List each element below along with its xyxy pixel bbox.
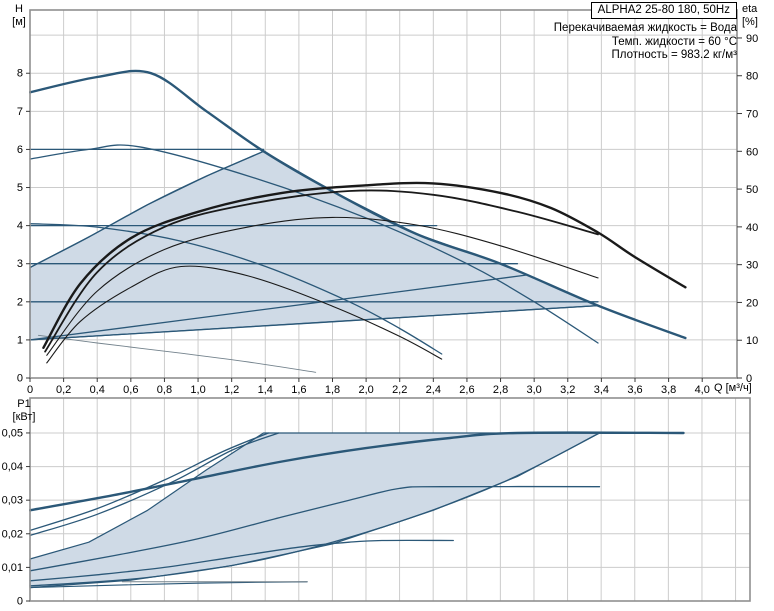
x-tick-label: 0,6	[123, 384, 138, 396]
eta-speed-2-curve	[46, 216, 599, 356]
y-right-tick-label: 60	[746, 146, 758, 158]
x-tick-label: 1,6	[291, 384, 306, 396]
x-tick-label: 0,2	[56, 384, 71, 396]
p1-cp4-curve	[29, 432, 280, 537]
y-left-tick-label: 3	[17, 258, 23, 270]
y-left-tick-label: 2	[17, 296, 23, 308]
head-flow-chart: 0 0,2 0,4 0,6 0,8 1,0 1,2 1,4 1,6 1,8 2,0 2,2 2,4 2,6…	[17, 9, 758, 396]
eta-axis-unit: [%]	[742, 16, 758, 28]
y-left-tick-label: 8	[17, 68, 23, 80]
x-tick-label: 3,0	[527, 384, 542, 396]
x-tick-label: 0,8	[157, 384, 172, 396]
y-right-tick-label: 70	[746, 109, 758, 121]
flow-axis-label: Q [м³/ч]	[714, 382, 752, 394]
power-axis-symbol: P1	[17, 398, 31, 410]
p1-speed-1-curve	[29, 539, 454, 582]
x-tick-label: 1,8	[325, 384, 340, 396]
y-left-tick-label: 5	[17, 182, 23, 194]
x-tick-label: 2,0	[358, 384, 373, 396]
x-tick-label: 4,0	[695, 384, 710, 396]
x-tick-label: 0,4	[90, 384, 105, 396]
max-speed-curve	[29, 69, 687, 340]
info-line-density: Плотность = 983.2 кг/м³	[611, 49, 737, 61]
x-tick-label: 2,6	[459, 384, 474, 396]
x-tick-label: 3,6	[627, 384, 642, 396]
y-right-tick-label: 10	[746, 335, 758, 347]
y-left-tick-label: 0,01	[2, 562, 23, 574]
plot-frame	[29, 9, 738, 379]
y-left-tick-label: 0	[17, 596, 23, 608]
x-tick-label: 1,2	[224, 384, 239, 396]
head-axis-label: H [м]	[2, 3, 36, 29]
pump-model-title: ALPHA2 25-80 180, 50Hz	[590, 2, 737, 19]
info-line-fluid: Перекачиваемая жидкость = Вода	[553, 22, 737, 34]
power-axis-unit: [кВт]	[12, 411, 36, 423]
y-right-tick-label: 80	[746, 71, 758, 83]
pp-mid	[29, 274, 527, 341]
power-flow-chart: 0 0,01 0,02 0,03 0,04 0,05	[2, 397, 751, 608]
y-left-tick-label: 0,05	[2, 427, 23, 439]
speed-2-curve	[29, 144, 599, 344]
p1-pp-lower-curve	[29, 432, 601, 587]
head-axis-symbol: H	[15, 3, 23, 15]
y-left-tick-label: 6	[17, 144, 23, 156]
power-axis-label: P1 [кВт]	[2, 398, 46, 424]
min-speed-curve	[37, 334, 317, 373]
y-left-tick-label: 0	[17, 373, 23, 385]
y-left-tick-label: 0,02	[2, 528, 23, 540]
ticks-power-flow-chart: 0 0,01 0,02 0,03 0,04 0,05	[2, 427, 30, 608]
eta-max-curve	[42, 181, 687, 349]
p1-speed-2-curve	[29, 485, 601, 572]
eta-speed-1-curve	[46, 265, 443, 364]
ticks-head-flow-chart: 0 0,2 0,4 0,6 0,8 1,0 1,2 1,4 1,6 1,8 2,0 2,2 2,4 2,6…	[17, 33, 758, 396]
x-tick-label: 1,4	[258, 384, 273, 396]
y-right-tick-label: 20	[746, 297, 758, 309]
x-tick-label: 1,0	[190, 384, 205, 396]
x-tick-label: 2,8	[493, 384, 508, 396]
y-right-tick-label: 50	[746, 184, 758, 196]
y-left-tick-label: 7	[17, 106, 23, 118]
eta-axis-symbol: eta	[742, 3, 758, 15]
y-right-tick-label: 30	[746, 260, 758, 272]
plot-area-head-flow-chart	[29, 69, 687, 373]
eta-axis-label: eta [%]	[742, 3, 772, 29]
fluid-info-block: Перекачиваемая жидкость = Вода Темп. жид…	[554, 22, 737, 63]
y-right-tick-label: 90	[746, 33, 758, 45]
y-right-tick-label: 0	[746, 373, 752, 385]
duty-range	[29, 150, 599, 341]
eta-secondary-curve	[44, 189, 599, 353]
speed-1-curve	[29, 223, 443, 355]
y-left-tick-label: 4	[17, 220, 23, 232]
y-left-tick-label: 0,03	[2, 495, 23, 507]
y-left-tick-label: 1	[17, 334, 23, 346]
x-tick-label: 2,2	[392, 384, 407, 396]
y-left-tick-label: 0,04	[2, 461, 23, 473]
x-tick-label: 3,8	[661, 384, 676, 396]
head-axis-unit: [м]	[12, 16, 26, 28]
plot-area-power-flow-chart	[29, 431, 685, 589]
x-tick-label: 0	[27, 384, 33, 396]
info-line-temperature: Темп. жидкости = 60 °C	[611, 35, 737, 48]
plot-frame	[29, 397, 751, 602]
x-tick-label: 3,4	[594, 384, 609, 396]
x-tick-label: 3,2	[560, 384, 575, 396]
x-tick-label: 2,4	[426, 384, 441, 396]
p1-max-curve	[29, 431, 685, 512]
p1-cp6-curve	[29, 432, 270, 532]
pp-upper-limit	[29, 150, 265, 269]
pp-lower-limit	[29, 304, 599, 341]
y-right-tick-label: 40	[746, 222, 758, 234]
